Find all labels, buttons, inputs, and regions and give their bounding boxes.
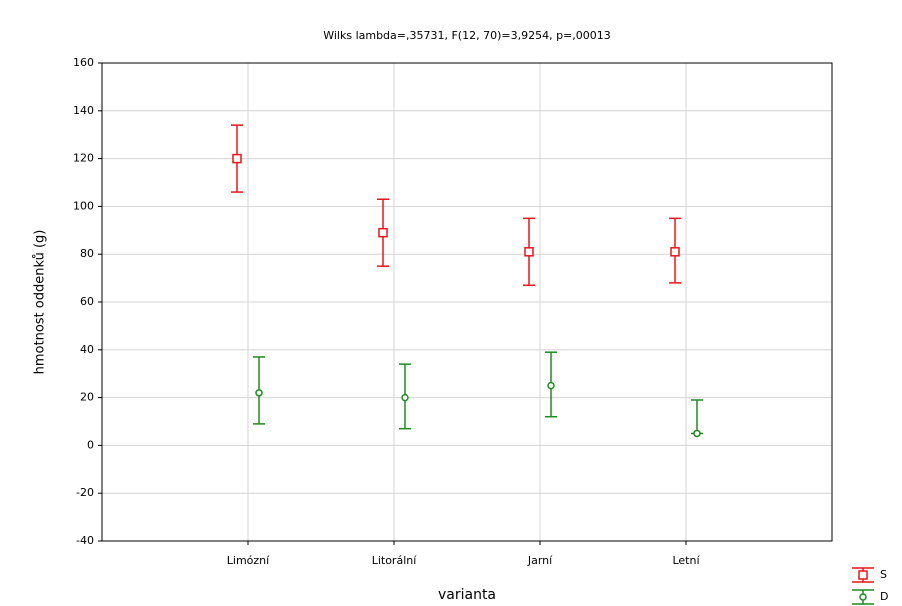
legend-item: D: [852, 589, 888, 605]
y-tick-label: 60: [80, 295, 94, 308]
y-tick-label: -40: [76, 534, 94, 547]
x-axis-label: varianta: [438, 587, 496, 603]
marker: [232, 153, 242, 164]
marker: [378, 227, 388, 238]
marker: [693, 429, 701, 438]
legend-label: D: [880, 590, 888, 603]
y-tick-label: 140: [73, 104, 94, 117]
y-tick-label: 100: [73, 199, 94, 212]
y-tick-label: 80: [80, 247, 94, 260]
y-tick-label: 20: [80, 391, 94, 404]
y-tick-label: 160: [73, 56, 94, 69]
y-tick-label: -20: [76, 486, 94, 499]
marker: [670, 247, 680, 257]
legend-label: S: [880, 568, 887, 581]
y-tick-label: 40: [80, 343, 94, 356]
marker: [858, 570, 868, 580]
plot-frame: [101, 62, 833, 542]
x-tick-label: Litorální: [372, 554, 418, 567]
marker: [547, 381, 555, 390]
y-tick-label: 120: [73, 152, 94, 165]
x-tick-label: Letní: [672, 554, 700, 567]
marker: [255, 389, 263, 397]
x-tick-label: Limózní: [227, 554, 270, 567]
x-tick-label: Jarní: [527, 554, 553, 567]
marker: [524, 247, 534, 257]
y-axis-label: hmotnost oddenků (g): [33, 230, 48, 375]
chart-title: Wilks lambda=,35731, F(12, 70)=3,9254, p…: [323, 29, 611, 42]
marker: [859, 593, 867, 601]
legend-item: S: [852, 567, 887, 583]
marker: [401, 393, 409, 402]
y-tick-label: 0: [87, 438, 94, 451]
